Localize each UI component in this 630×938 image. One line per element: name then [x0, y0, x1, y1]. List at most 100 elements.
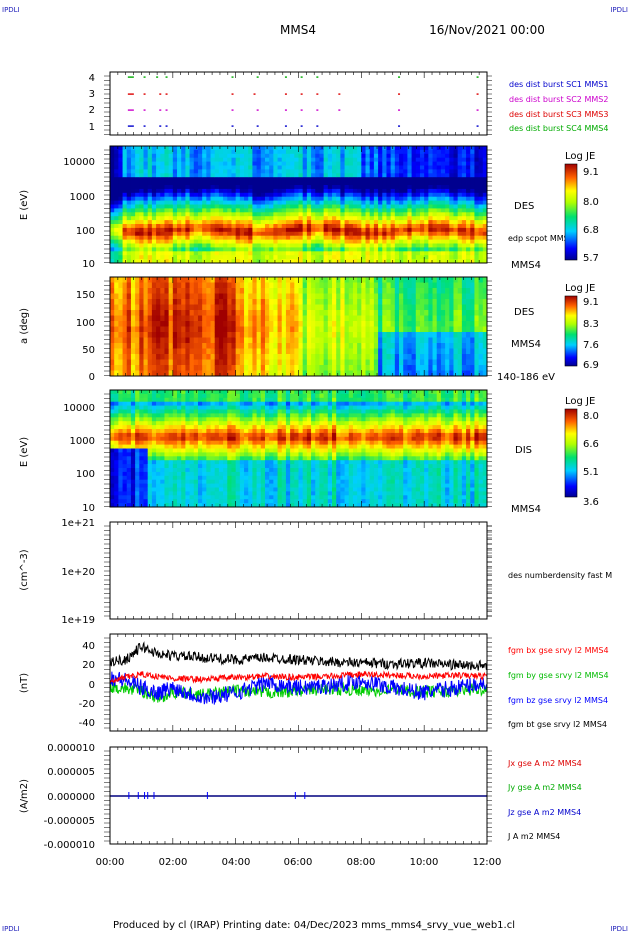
des-pitch-cell: [445, 326, 450, 333]
des-pitch-cell: [365, 337, 371, 344]
des-energy-cell: [248, 235, 253, 240]
dis-energy-cell: [168, 483, 174, 488]
des-energy-cell: [290, 188, 295, 194]
des-pitch-cell: [407, 332, 412, 338]
des-energy-cell: [227, 212, 232, 217]
des-energy-cell: [248, 169, 253, 174]
des-pitch-cell: [285, 293, 291, 300]
dis-energy-cell: [156, 487, 161, 492]
des-energy-cell: [361, 196, 366, 201]
des-energy-cell: [202, 251, 207, 256]
des-pitch-cell: [344, 288, 350, 294]
des-pitch-cell: [352, 359, 358, 366]
des-energy-cell: [352, 231, 358, 237]
des-energy-cell: [411, 149, 417, 155]
des-energy-cell: [252, 146, 258, 151]
des-pitch-cell: [357, 359, 362, 366]
des-energy-cell: [210, 204, 216, 209]
des-energy-cell: [164, 224, 170, 229]
des-energy-cell: [470, 173, 475, 178]
des-pitch-cell: [118, 332, 123, 338]
des-pitch-cell: [474, 354, 480, 360]
des-energy-cell: [403, 165, 408, 170]
des-energy-cell: [407, 259, 412, 264]
dis-energy-cell: [110, 444, 115, 449]
des-energy-cell: [214, 208, 220, 213]
des-pitch-cell: [235, 332, 241, 338]
dis-energy-cell: [122, 429, 128, 434]
des-energy-cell: [214, 224, 220, 229]
des-energy-cell: [306, 165, 312, 170]
des-energy-cell: [445, 239, 450, 244]
des-pitch-cell: [264, 288, 270, 294]
des-energy-cell: [290, 181, 295, 186]
dis-energy-cell: [189, 393, 195, 399]
des-energy-cell: [419, 161, 425, 166]
des-energy-cell: [298, 239, 304, 244]
dis-energy-cell: [177, 487, 182, 492]
des-energy-cell: [440, 239, 446, 244]
des-energy-cell: [348, 231, 354, 237]
des-pitch-cell: [482, 365, 488, 371]
des-pitch-cell: [239, 299, 245, 305]
des-pitch-cell: [332, 277, 337, 283]
des-energy-cell: [453, 200, 459, 205]
des-energy-cell: [449, 157, 454, 162]
des-pitch-cell: [248, 321, 253, 327]
des-energy-cell: [110, 169, 115, 174]
des-pitch-cell: [260, 337, 266, 344]
des-energy-cell: [160, 259, 165, 264]
des-energy-cell: [365, 169, 371, 174]
des-energy-cell: [197, 259, 203, 264]
des-energy-cell: [122, 208, 128, 213]
des-energy-cell: [436, 259, 442, 264]
des-energy-cell: [235, 196, 241, 201]
des-energy-cell: [373, 216, 379, 221]
des-energy-cell: [474, 204, 480, 209]
des-energy-cell: [185, 220, 190, 225]
des-pitch-cell: [177, 365, 182, 371]
des-pitch-cell: [440, 354, 446, 360]
dis-energy-cell: [185, 483, 190, 488]
des-energy-cell: [248, 220, 253, 225]
des-pitch-cell: [419, 337, 425, 344]
des-pitch-cell: [415, 337, 421, 344]
des-energy-cell: [244, 177, 249, 182]
des-energy-cell: [206, 255, 211, 260]
des-energy-cell: [407, 153, 412, 159]
burst-mark-sc2: [231, 109, 234, 111]
des-energy-cell: [206, 185, 211, 190]
des-pitch-cell: [294, 359, 299, 366]
des-energy-cell: [151, 247, 157, 252]
des-pitch-cell: [361, 293, 366, 300]
dis-energy-cell: [110, 495, 115, 500]
des-pitch-cell: [373, 304, 379, 311]
des-energy-cell: [323, 216, 329, 221]
des-energy-cell: [394, 149, 400, 155]
des-energy-cell: [122, 239, 128, 244]
des-energy-cell: [302, 153, 308, 159]
des-energy-cell: [260, 169, 266, 174]
des-pitch-cell: [231, 354, 237, 360]
des-energy-cell: [172, 146, 178, 151]
des-energy-cell: [185, 200, 190, 205]
des-pitch-cell: [181, 293, 186, 300]
des-energy-cell: [306, 224, 312, 229]
des-pitch-cell: [344, 277, 350, 283]
des-pitch-cell: [185, 321, 190, 327]
des-pitch-cell: [386, 326, 392, 333]
des-pitch-cell: [147, 288, 153, 294]
dis-energy-cell: [118, 483, 123, 488]
des-energy-cell: [378, 231, 383, 237]
des-energy-cell: [177, 157, 182, 162]
des-energy-cell: [185, 231, 190, 237]
des-energy-cell: [135, 153, 140, 159]
dis-energy-cell: [147, 390, 153, 395]
des-pitch-cell: [306, 332, 312, 338]
des-pitch-cell: [223, 321, 228, 327]
des-energy-cell: [474, 212, 480, 217]
des-energy-cell: [352, 255, 358, 260]
des-energy-cell: [378, 153, 383, 159]
des-energy-cell: [327, 224, 333, 229]
des-energy-cell: [118, 204, 123, 209]
